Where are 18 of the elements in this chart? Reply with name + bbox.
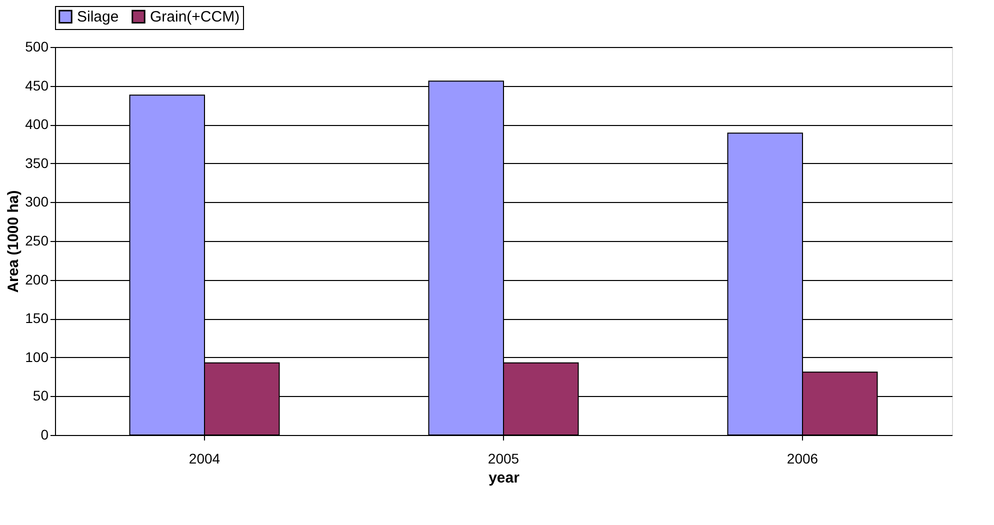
legend-label: Grain(+CCM) — [150, 8, 240, 26]
x-tick-label: 2005 — [488, 450, 520, 466]
y-tick-label: 250 — [25, 232, 49, 248]
x-tick-label: 2006 — [786, 450, 818, 466]
y-axis-title: Area (1000 ha) — [5, 190, 22, 293]
x-axis-title: year — [488, 470, 520, 486]
y-tick-label: 450 — [25, 77, 49, 94]
y-tick-label: 200 — [25, 271, 49, 288]
y-tick-label: 0 — [40, 426, 49, 442]
y-tick-label: 100 — [25, 348, 49, 365]
y-tick-label: 50 — [32, 388, 49, 404]
legend-label: Silage — [77, 8, 119, 26]
y-tick-label: 400 — [25, 116, 49, 132]
y-tick-label: 350 — [25, 154, 49, 171]
y-tick-label: 150 — [25, 310, 49, 326]
x-tick-label: 2004 — [188, 450, 220, 466]
y-tick-label: 300 — [25, 194, 49, 210]
y-tick-label: 500 — [25, 38, 49, 54]
